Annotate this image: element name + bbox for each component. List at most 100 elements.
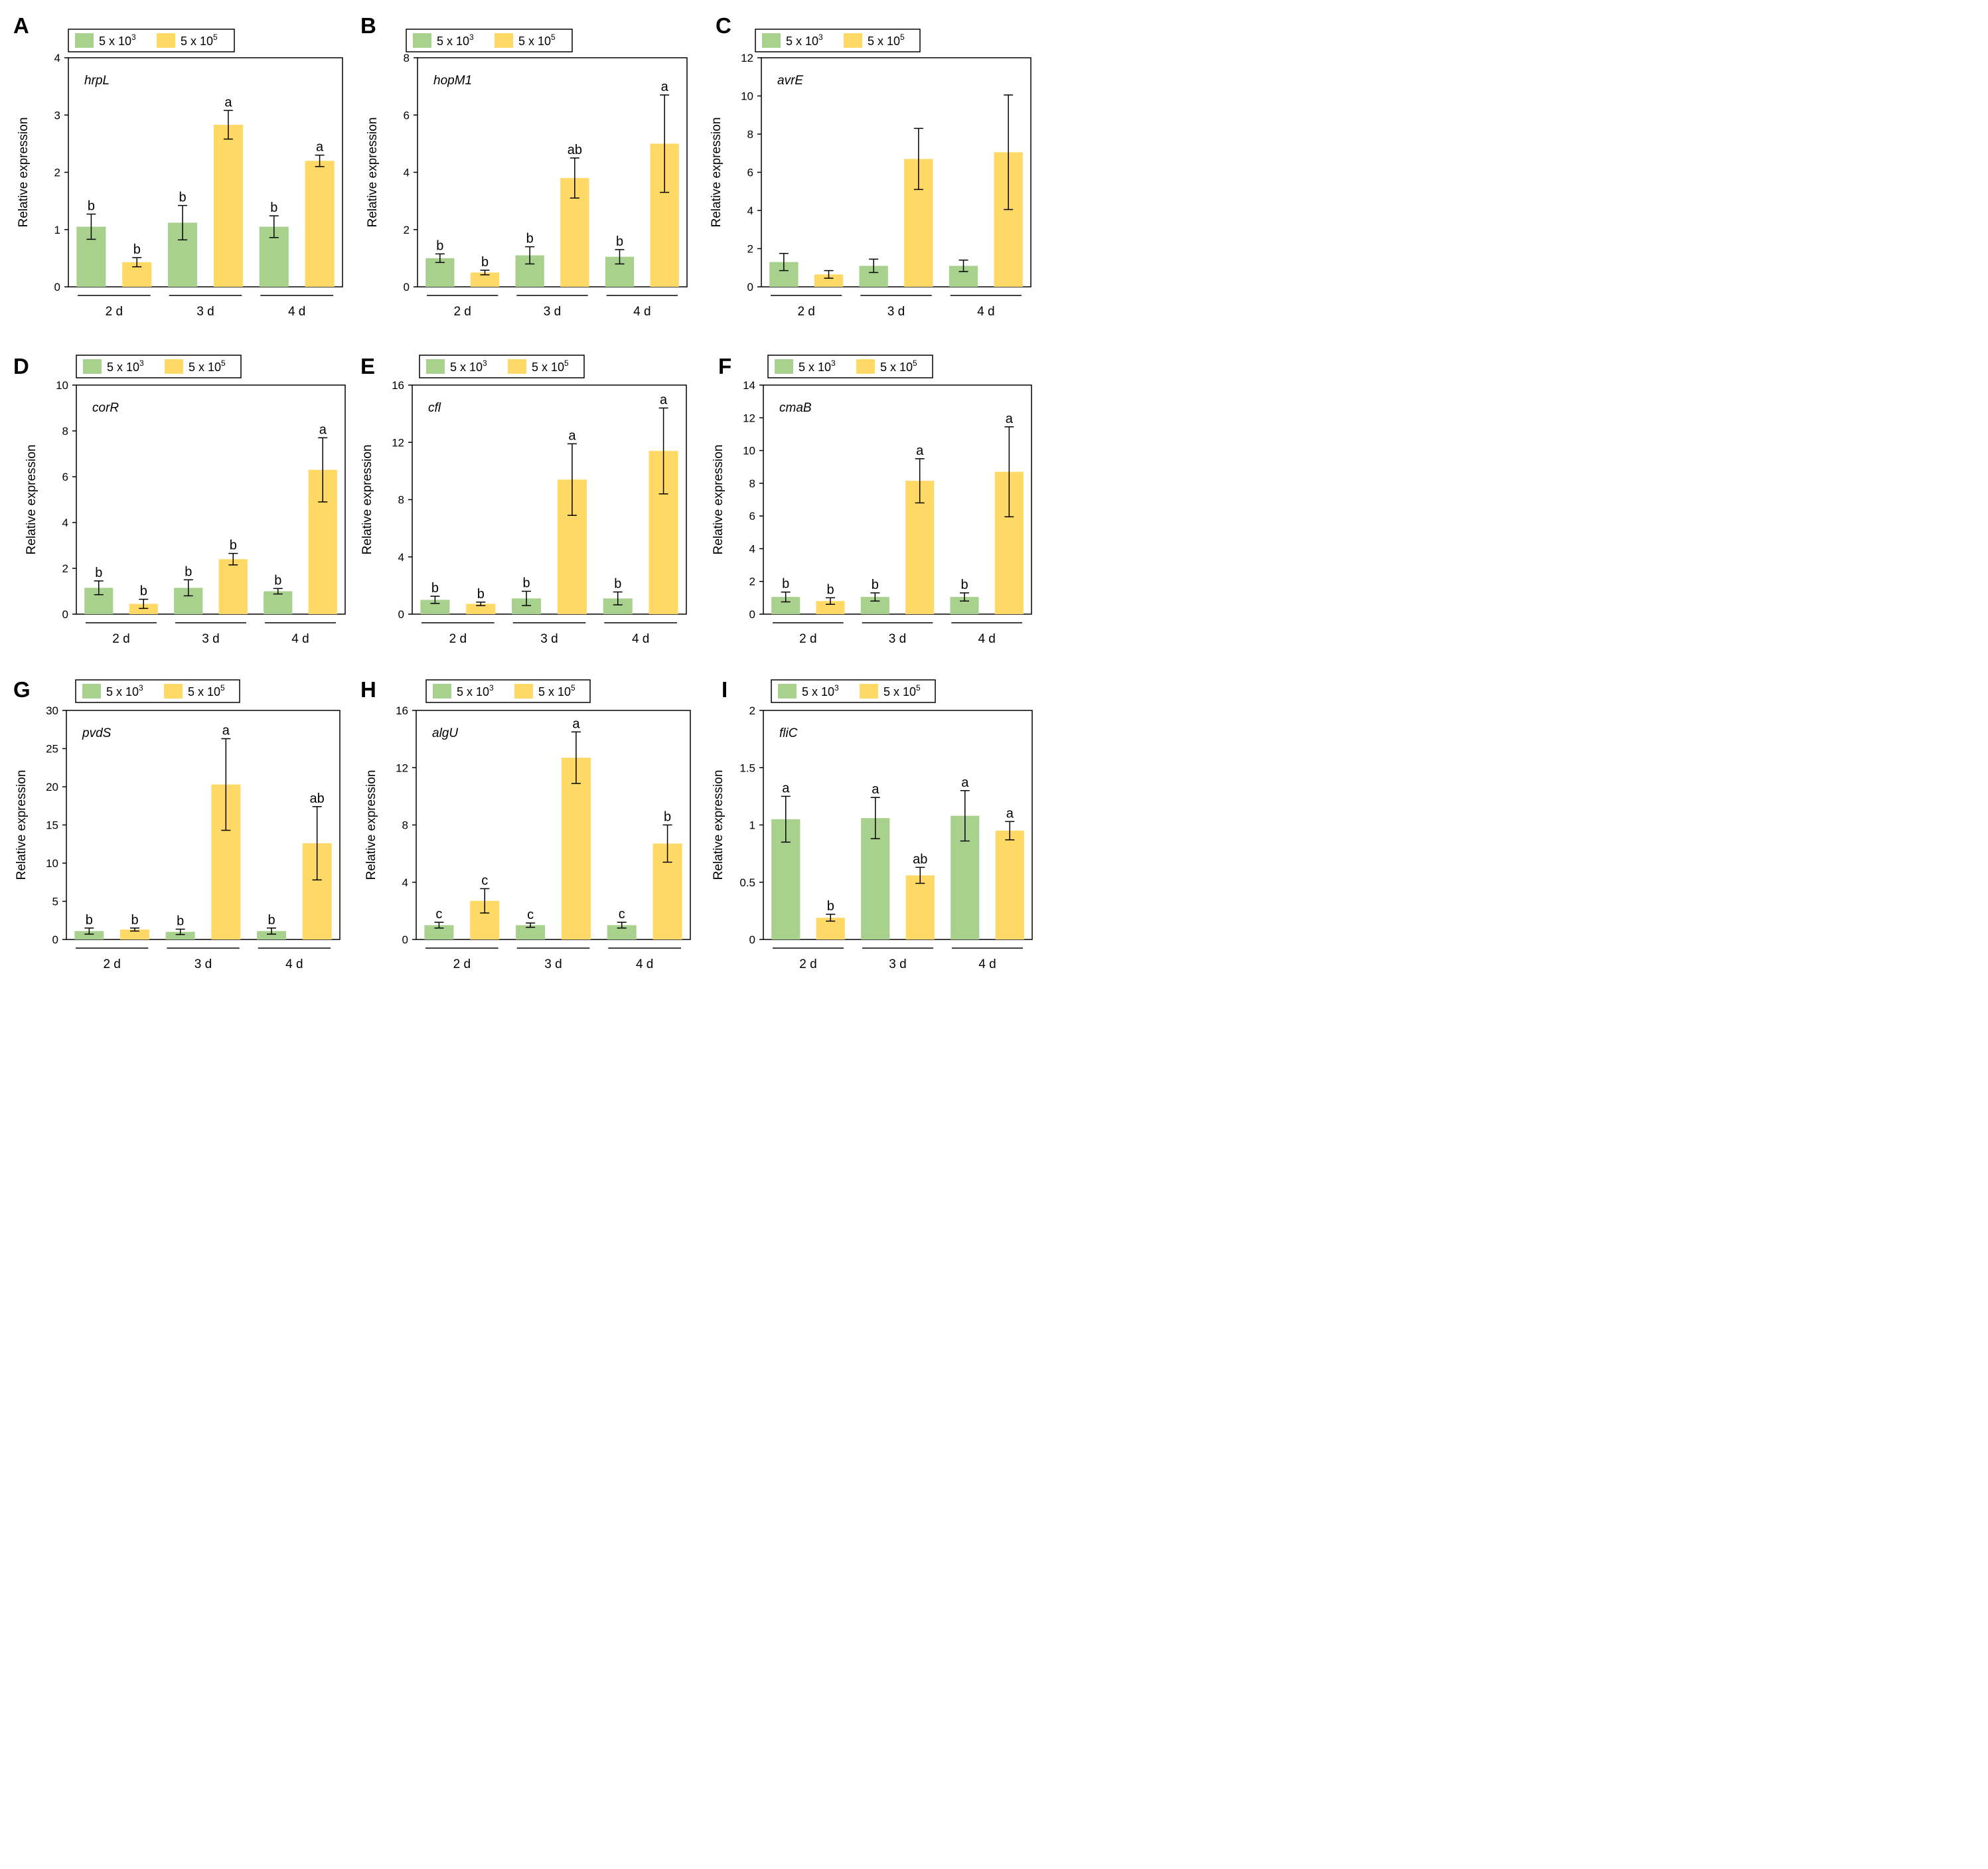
y-tick-label: 8	[398, 494, 404, 507]
gene-name: corR	[92, 401, 119, 415]
gene-name: avrE	[777, 74, 803, 88]
legend-label-low: 5 x 103	[99, 33, 136, 48]
plot-frame	[761, 57, 1032, 287]
y-tick-label: 12	[392, 436, 404, 449]
legend-swatch-low	[775, 359, 793, 374]
y-tick-label: 6	[404, 109, 410, 122]
y-tick-label: 0	[62, 608, 68, 621]
panel-letter: C	[716, 13, 731, 38]
y-tick-label: 10	[56, 379, 68, 392]
significance-label: ab	[568, 143, 582, 157]
legend-label-high-base: 5 x 10	[188, 685, 220, 698]
y-tick-label: 4	[747, 204, 753, 217]
significance-label: a	[568, 428, 576, 443]
x-category-label: 3 d	[889, 957, 906, 971]
y-tick-label: 0	[54, 281, 60, 293]
significance-label: b	[526, 232, 534, 246]
y-tick-label: 0	[404, 281, 410, 293]
bar-high	[816, 601, 845, 614]
bar-high	[561, 758, 591, 939]
gene-name: cfl	[428, 401, 441, 415]
y-tick-label: 30	[46, 704, 58, 717]
x-category-label: 2 d	[799, 632, 816, 646]
y-axis-label: Relative expression	[15, 770, 29, 880]
y-tick-label: 1	[749, 819, 755, 832]
legend: 5 x 103 5 x 105	[76, 355, 242, 378]
legend-box	[75, 679, 240, 703]
legend-label-low-exp: 3	[139, 359, 144, 368]
legend-box	[406, 29, 573, 52]
y-tick-label: 2	[62, 562, 68, 575]
x-category-label: 3 d	[196, 305, 214, 319]
y-tick-label: 8	[749, 477, 755, 490]
gene-name: fliC	[779, 726, 798, 740]
legend: 5 x 103 5 x 105	[406, 29, 573, 52]
legend-swatch-high	[514, 684, 533, 698]
legend-swatch-low	[413, 33, 431, 48]
significance-label: b	[477, 587, 485, 602]
y-tick-label: 16	[396, 704, 408, 717]
legend-label-low-base: 5 x 10	[99, 35, 131, 48]
legend-label-low-base: 5 x 10	[450, 361, 483, 374]
legend-label-low-exp: 3	[139, 683, 143, 692]
y-tick-label: 0	[747, 281, 753, 293]
y-tick-label: 10	[743, 445, 755, 457]
significance-label: b	[826, 582, 834, 597]
y-tick-label: 4	[749, 542, 755, 555]
significance-label: a	[916, 444, 924, 458]
y-tick-label: 4	[398, 551, 404, 564]
legend-label-low-base: 5 x 10	[107, 361, 139, 374]
legend-label-low-base: 5 x 10	[106, 685, 139, 698]
legend-swatch-low	[83, 359, 102, 374]
bar-low	[603, 598, 633, 614]
x-category-label: 4 d	[288, 305, 305, 319]
plot-frame	[763, 384, 1032, 615]
legend-swatch-high	[157, 33, 175, 48]
significance-label: a	[1006, 412, 1014, 426]
bar-low	[74, 931, 104, 939]
y-tick-label: 4	[62, 517, 68, 529]
y-tick-label: 12	[743, 412, 755, 424]
legend-label-low-exp: 3	[834, 683, 839, 692]
y-axis-label: Relative expression	[712, 770, 726, 880]
significance-label: c	[435, 907, 442, 922]
bar-high	[218, 559, 248, 614]
y-tick-label: 4	[54, 52, 60, 64]
significance-label: b	[268, 913, 275, 928]
significance-label: b	[140, 584, 147, 599]
legend: 5 x 103 5 x 105	[68, 29, 235, 52]
legend-label-low: 5 x 103	[786, 33, 823, 48]
y-tick-label: 16	[392, 379, 404, 392]
legend: 5 x 103 5 x 105	[425, 679, 591, 703]
gene-name: cmaB	[779, 401, 812, 415]
significance-label: b	[481, 255, 489, 270]
y-tick-label: 0	[749, 608, 755, 621]
legend-label-high: 5 x 105	[883, 683, 921, 698]
significance-label: b	[230, 538, 237, 553]
x-category-label: 3 d	[202, 632, 219, 646]
significance-label: a	[661, 80, 669, 94]
legend-swatch-low	[426, 359, 445, 374]
significance-label: b	[782, 577, 789, 592]
y-tick-label: 8	[747, 128, 753, 141]
significance-label: a	[782, 781, 790, 795]
y-tick-label: 1.5	[739, 762, 755, 774]
significance-label: a	[572, 716, 580, 731]
x-category-label: 3 d	[540, 632, 558, 646]
x-category-label: 2 d	[106, 305, 123, 319]
y-tick-label: 2	[749, 704, 755, 717]
legend-swatch-low	[762, 33, 781, 48]
legend-label-high: 5 x 105	[181, 33, 218, 48]
legend-box	[76, 355, 242, 378]
plot-frame	[763, 710, 1033, 940]
legend-label-high-exp: 5	[220, 683, 225, 692]
significance-label: b	[133, 242, 141, 257]
y-axis-label: Relative expression	[710, 118, 724, 228]
x-category-label: 3 d	[887, 305, 905, 319]
legend-swatch-high	[165, 359, 183, 374]
